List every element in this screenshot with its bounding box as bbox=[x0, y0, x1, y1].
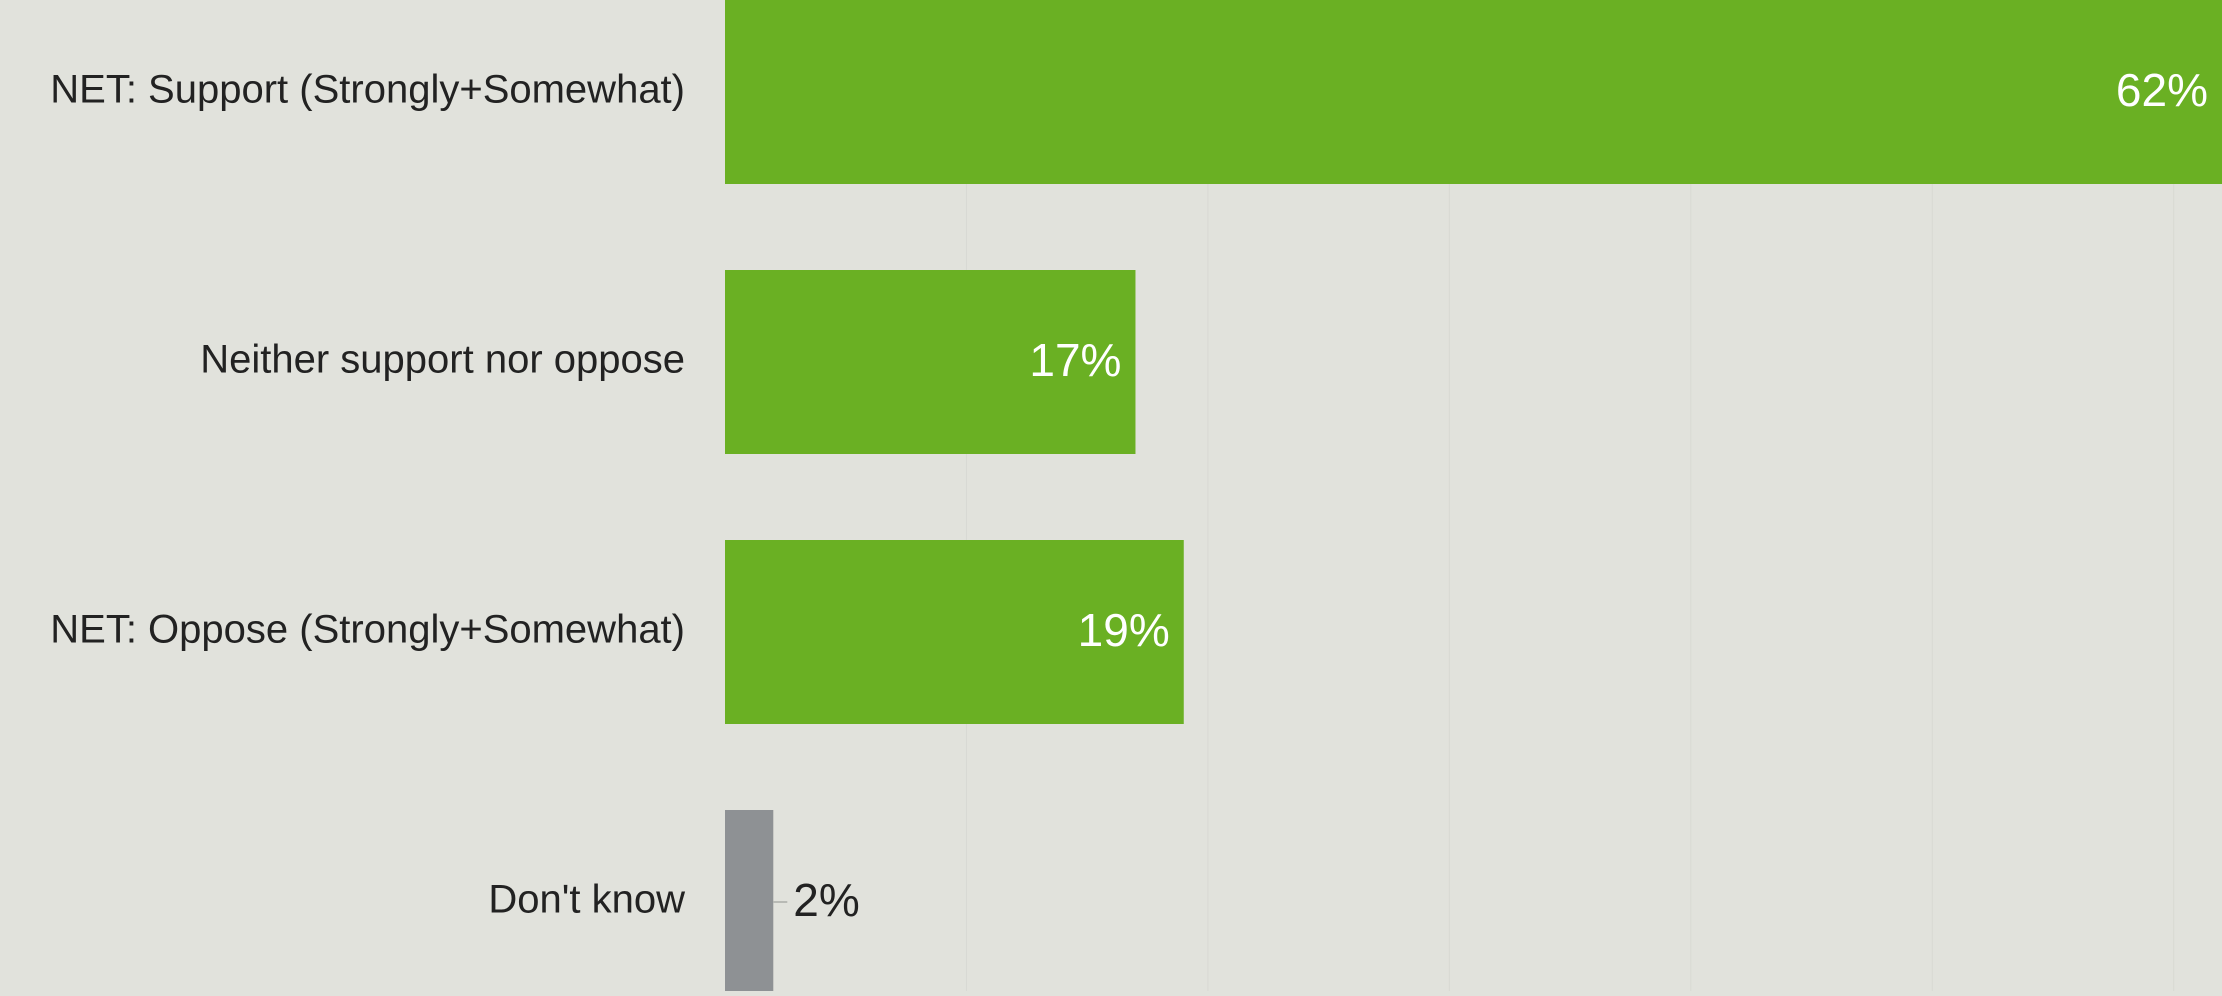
category-label: NET: Support (Strongly+Somewhat) bbox=[50, 68, 685, 112]
category-label: Don't know bbox=[488, 878, 685, 922]
data-label: 19% bbox=[1078, 604, 1170, 656]
bar bbox=[725, 270, 1136, 454]
bar-layer bbox=[725, 0, 2222, 994]
bar bbox=[725, 810, 774, 994]
bar bbox=[725, 0, 2222, 184]
data-label: 17% bbox=[1029, 334, 1121, 386]
category-label: Neither support nor oppose bbox=[200, 338, 685, 382]
category-label: NET: Oppose (Strongly+Somewhat) bbox=[50, 608, 685, 652]
bar bbox=[725, 540, 1184, 724]
data-label: 62% bbox=[2116, 64, 2208, 116]
label-layer: NET: Support (Strongly+Somewhat) 62% Neith… bbox=[50, 64, 2208, 926]
data-label: 2% bbox=[793, 874, 859, 926]
